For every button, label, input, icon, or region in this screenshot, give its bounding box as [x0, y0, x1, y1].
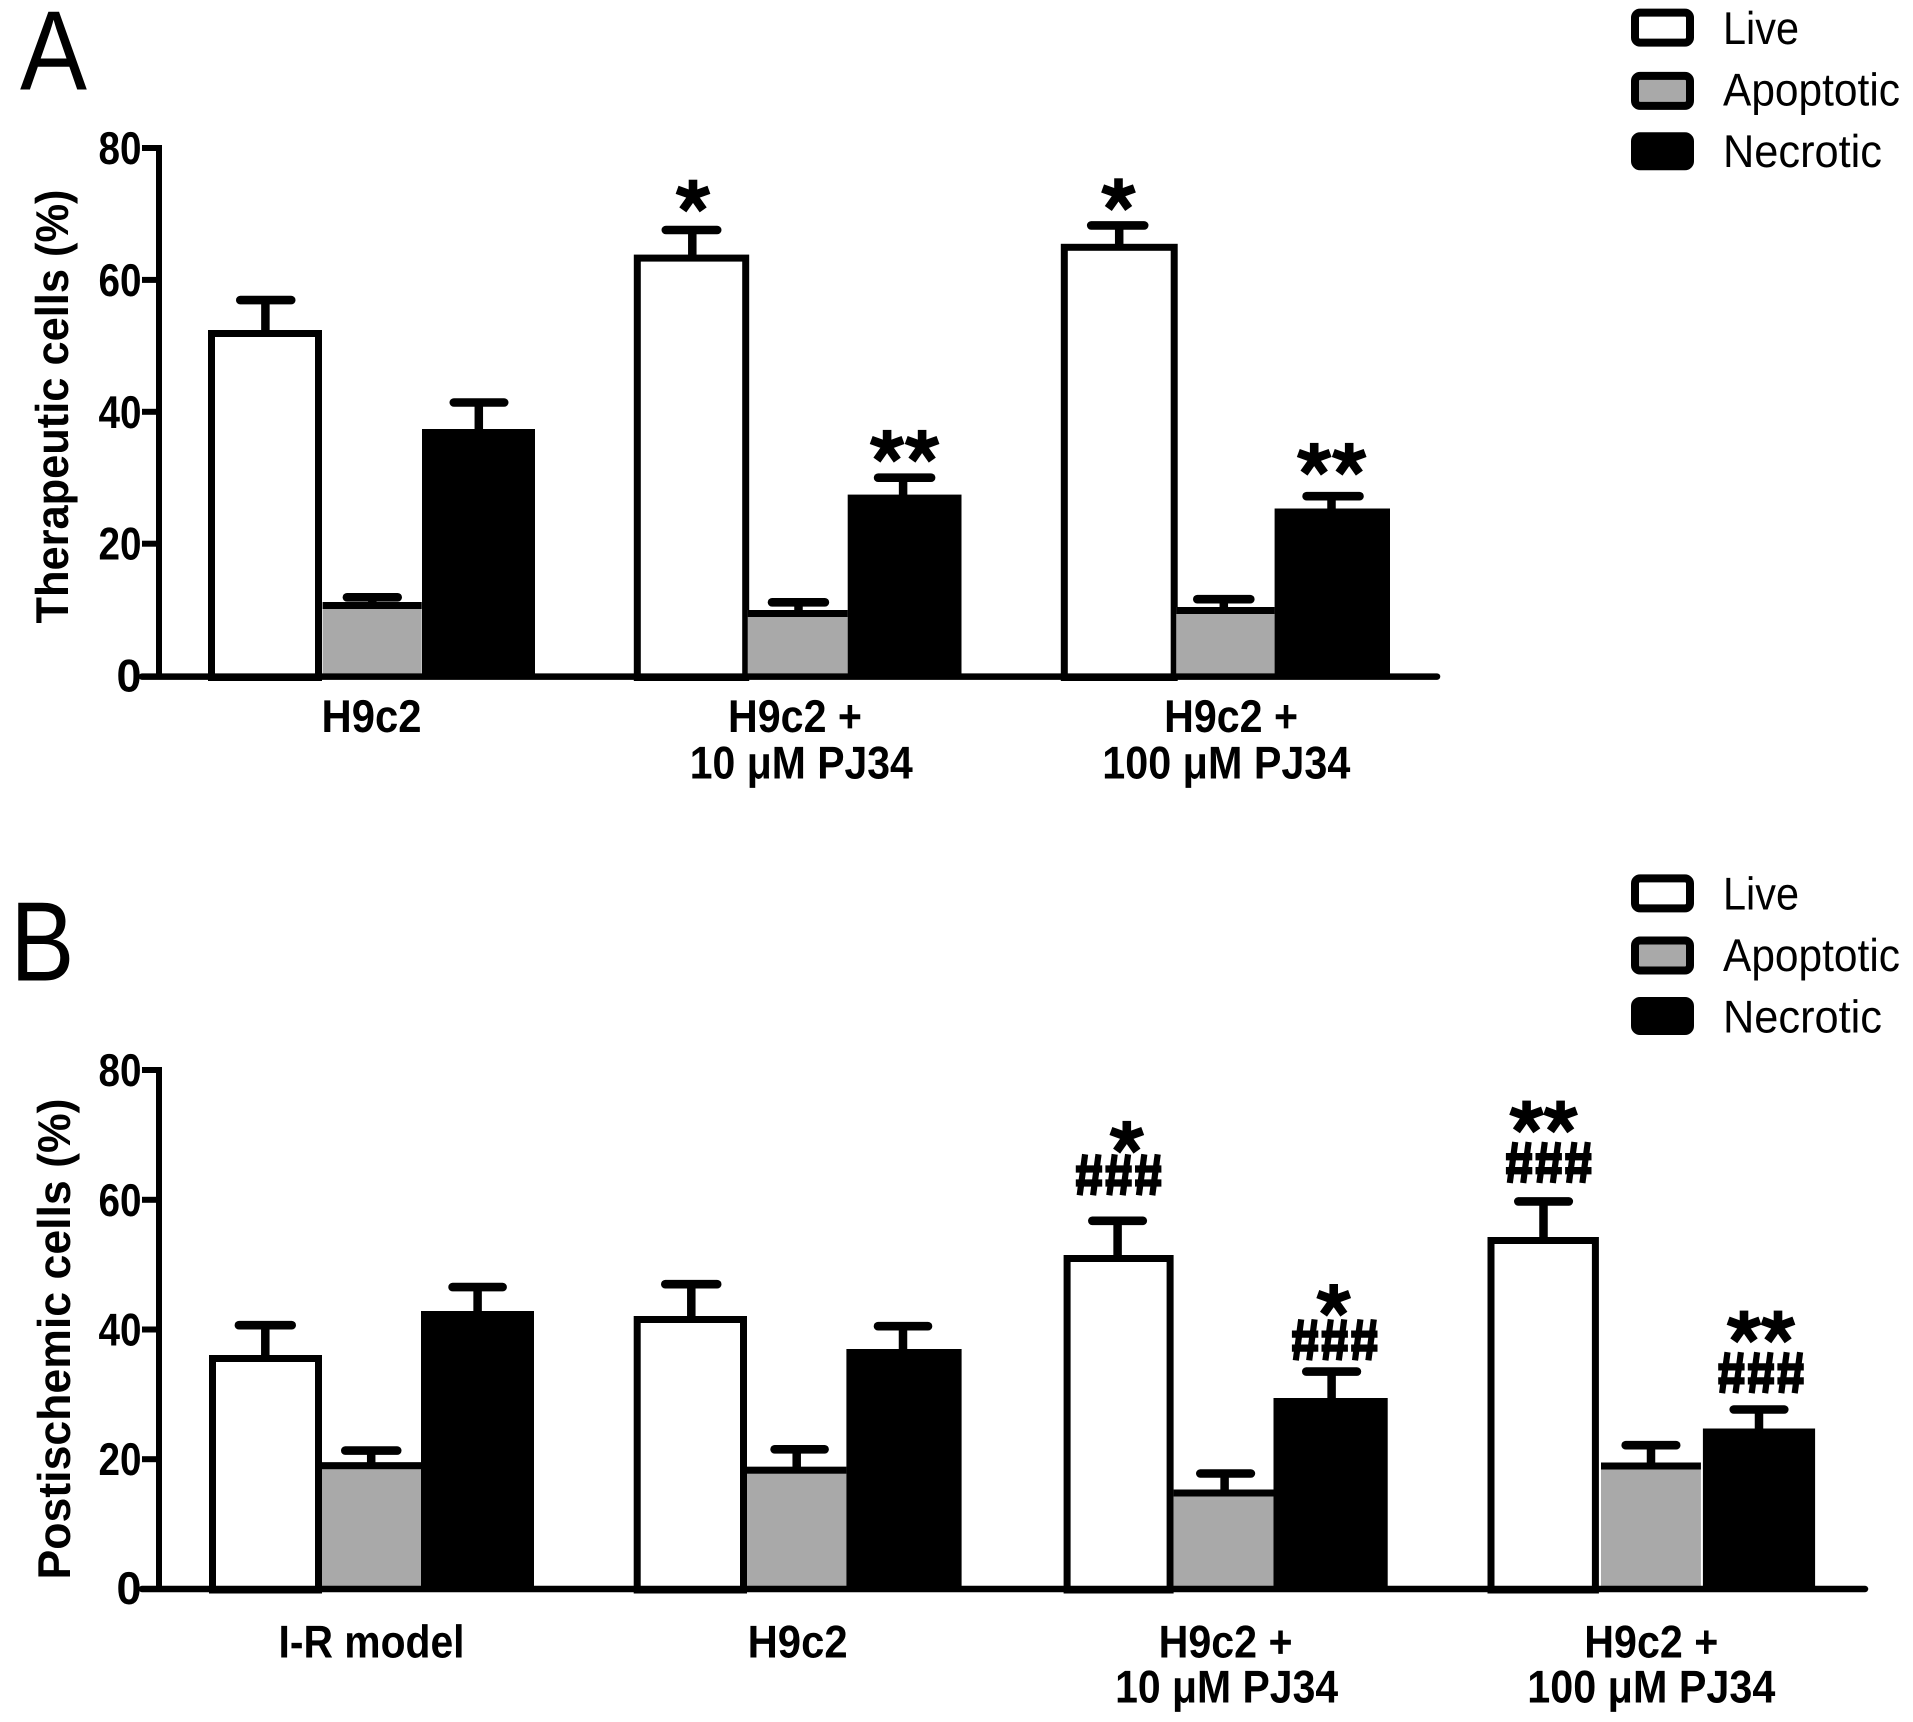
svg-text:Live: Live [1723, 868, 1799, 920]
svg-text:20: 20 [99, 1433, 142, 1485]
svg-text:40: 40 [99, 1304, 142, 1356]
svg-text:100 μM PJ34: 100 μM PJ34 [1102, 737, 1350, 789]
svg-text:Necrotic: Necrotic [1723, 125, 1882, 177]
svg-text:I-R model: I-R model [279, 1616, 465, 1668]
svg-text:A: A [20, 0, 88, 114]
svg-text:60: 60 [99, 1174, 142, 1226]
svg-text:10 μM PJ34: 10 μM PJ34 [690, 737, 913, 789]
svg-text:B: B [10, 879, 74, 1005]
svg-text:H9c2: H9c2 [322, 690, 422, 742]
svg-text:H9c2: H9c2 [748, 1616, 848, 1668]
svg-text:H9c2 +: H9c2 + [1584, 1616, 1718, 1668]
svg-text:100 μM PJ34: 100 μM PJ34 [1527, 1661, 1775, 1713]
svg-text:80: 80 [99, 1044, 142, 1096]
svg-text:20: 20 [99, 518, 142, 570]
svg-text:Apoptotic: Apoptotic [1723, 929, 1900, 981]
svg-text:H9c2 +: H9c2 + [728, 690, 862, 742]
svg-text:0: 0 [117, 650, 142, 702]
svg-text:H9c2 +: H9c2 + [1164, 690, 1298, 742]
svg-text:80: 80 [99, 122, 142, 174]
svg-text:10 μM PJ34: 10 μM PJ34 [1115, 1661, 1338, 1713]
svg-text:40: 40 [99, 386, 142, 438]
svg-text:0: 0 [117, 1562, 142, 1614]
svg-text:Necrotic: Necrotic [1723, 991, 1882, 1043]
svg-text:Therapeutic cells (%): Therapeutic cells (%) [26, 190, 78, 624]
svg-text:Live: Live [1723, 2, 1799, 54]
svg-text:60: 60 [99, 254, 142, 306]
svg-text:H9c2 +: H9c2 + [1159, 1616, 1293, 1668]
svg-text:Apoptotic: Apoptotic [1723, 64, 1900, 116]
svg-text:Postischemic cells (%): Postischemic cells (%) [28, 1099, 80, 1580]
